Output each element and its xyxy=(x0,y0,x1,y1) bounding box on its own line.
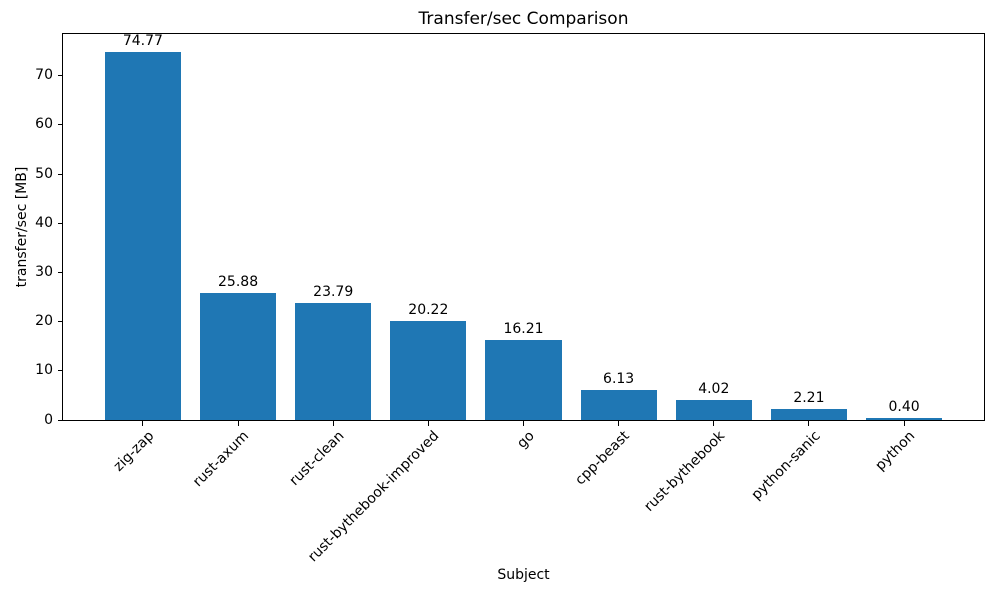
x-tick-mark xyxy=(713,421,715,426)
plot-area: 0 10 20 30 40 50 60 70 74.77 zig-zap 25.88 rust-axu… xyxy=(35,33,985,565)
x-tick-label: rust-axum xyxy=(190,428,253,491)
bar-python xyxy=(866,418,943,420)
bar-value-label: 74.77 xyxy=(122,33,163,50)
y-tick-label: 40 xyxy=(35,214,53,231)
x-tick-mark xyxy=(237,421,239,426)
x-tick-mark xyxy=(808,421,810,426)
bar-rust-clean xyxy=(295,303,372,420)
x-tick-label: go xyxy=(514,428,538,452)
x-tick-label: python xyxy=(872,428,919,474)
y-tick-label: 70 xyxy=(35,67,53,84)
y-tick-mark xyxy=(58,173,63,175)
bar-rust-bythebook xyxy=(675,400,752,420)
y-tick-mark xyxy=(58,271,63,273)
y-tick-mark xyxy=(58,370,63,372)
x-tick-mark xyxy=(142,421,144,426)
bar-value-label: 20.22 xyxy=(408,301,449,318)
bar-value-label: 16.21 xyxy=(503,321,544,338)
bar-value-label: 4.02 xyxy=(698,381,730,398)
y-tick-mark xyxy=(58,222,63,224)
x-tick-mark xyxy=(427,421,429,426)
bar-value-label: 25.88 xyxy=(218,273,259,290)
chart-title: Transfer/sec Comparison xyxy=(418,9,629,29)
y-tick-mark xyxy=(58,419,63,421)
bar-zig-zap xyxy=(104,52,181,420)
y-tick-mark xyxy=(58,321,63,323)
y-tick-label: 20 xyxy=(35,313,53,330)
y-tick-label: 30 xyxy=(35,263,53,280)
bar-value-label: 2.21 xyxy=(793,390,825,407)
y-tick-label: 10 xyxy=(35,362,53,379)
bar-rust-bythebook-improved xyxy=(390,320,467,420)
y-tick-label: 60 xyxy=(35,116,53,133)
y-axis-label: transfer/sec [MB] xyxy=(14,166,30,288)
x-tick-mark xyxy=(903,421,905,426)
y-tick-label: 50 xyxy=(35,165,53,182)
x-tick-mark xyxy=(618,421,620,426)
x-tick-label: python-sanic xyxy=(748,428,824,504)
y-tick-label: 0 xyxy=(44,411,53,428)
bar-cpp-beast xyxy=(580,389,657,420)
x-tick-mark xyxy=(523,421,524,426)
x-tick-label: cpp-beast xyxy=(572,428,633,489)
x-axis-label: Subject xyxy=(497,567,550,583)
bar-value-label: 0.40 xyxy=(888,399,920,416)
y-tick-mark xyxy=(58,75,63,77)
bar-rust-axum xyxy=(200,292,277,420)
bar-go xyxy=(485,340,562,420)
x-tick-label: rust-clean xyxy=(286,428,348,489)
x-tick-label: rust-bythebook xyxy=(641,428,729,515)
bar-value-label: 6.13 xyxy=(603,370,635,387)
y-tick-mark xyxy=(58,124,63,126)
x-tick-label: zig-zap xyxy=(110,428,158,475)
bar-python-sanic xyxy=(770,409,847,420)
bar-value-label: 23.79 xyxy=(313,284,354,301)
x-tick-mark xyxy=(332,421,334,426)
